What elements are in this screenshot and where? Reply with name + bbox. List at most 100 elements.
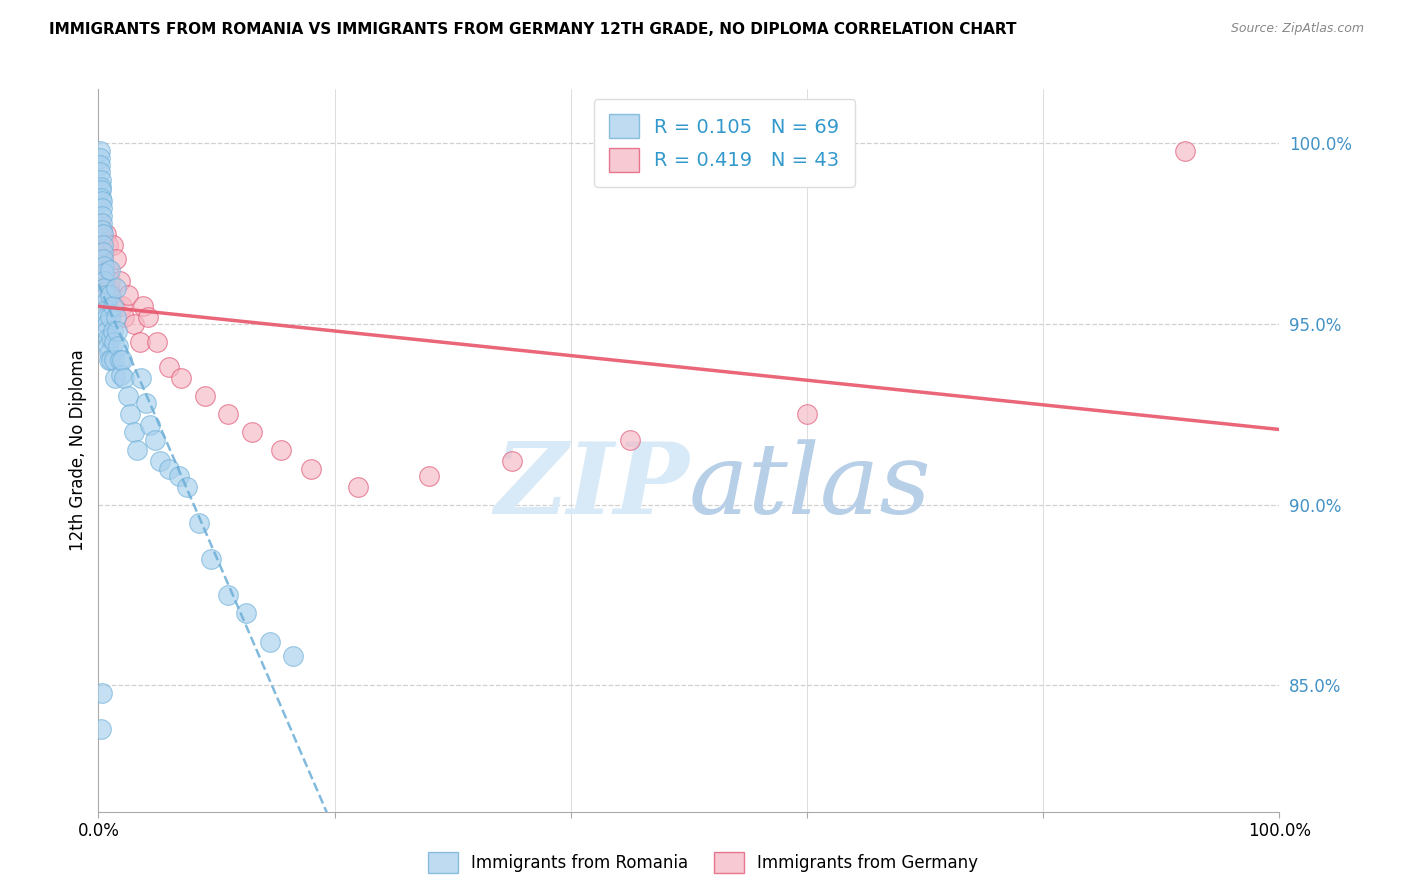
Point: [347, 479, 370, 493]
Point: [96, 324, 118, 338]
Point: [105, 281, 128, 295]
Point: [97, 339, 120, 353]
Point: [96, 310, 118, 324]
Point: [94, 302, 117, 317]
Point: [217, 407, 239, 421]
Point: [127, 443, 149, 458]
Point: [98, 274, 121, 288]
Point: [89, 151, 111, 165]
Point: [90, 252, 112, 266]
Point: [112, 310, 135, 324]
Point: [93, 288, 115, 302]
Point: [97, 237, 120, 252]
Point: [98, 346, 121, 360]
Point: [139, 418, 162, 433]
Point: [143, 433, 166, 447]
Point: [91, 227, 114, 241]
Point: [90, 172, 112, 186]
Point: [90, 244, 112, 259]
Point: [91, 252, 114, 266]
Point: [91, 227, 114, 241]
Point: [91, 237, 114, 252]
Point: [157, 360, 180, 375]
Point: [98, 353, 121, 368]
Point: [103, 334, 125, 349]
Point: [91, 237, 114, 252]
Point: [91, 194, 114, 209]
Point: [94, 295, 117, 310]
Point: [619, 433, 641, 447]
Point: [240, 425, 263, 440]
Point: [93, 274, 115, 288]
Point: [90, 237, 112, 252]
Point: [122, 317, 145, 331]
Point: [101, 324, 124, 338]
Point: [136, 310, 159, 324]
Point: [97, 262, 120, 277]
Point: [91, 252, 114, 266]
Point: [93, 267, 115, 281]
Point: [104, 299, 127, 313]
Point: [217, 588, 239, 602]
Point: [97, 331, 120, 345]
Point: [98, 262, 121, 277]
Point: [235, 606, 257, 620]
Point: [270, 443, 292, 458]
Point: [120, 407, 142, 421]
Point: [91, 244, 114, 259]
Point: [108, 274, 131, 288]
Point: [100, 353, 122, 368]
Point: [98, 310, 121, 324]
Point: [111, 299, 134, 313]
Point: [91, 202, 114, 216]
Point: [96, 281, 118, 295]
Point: [170, 371, 193, 385]
Point: [299, 461, 322, 475]
Point: [90, 183, 112, 197]
Point: [117, 389, 139, 403]
Legend: Immigrants from Romania, Immigrants from Germany: Immigrants from Romania, Immigrants from…: [422, 846, 984, 880]
Point: [90, 179, 112, 194]
Point: [100, 288, 122, 302]
Point: [89, 165, 111, 179]
Point: [94, 227, 117, 241]
Point: [128, 334, 150, 349]
Point: [111, 353, 134, 368]
Point: [89, 158, 111, 172]
Point: [96, 317, 118, 331]
Point: [108, 353, 131, 368]
Point: [149, 454, 172, 468]
Point: [259, 635, 281, 649]
Point: [105, 310, 128, 324]
Point: [90, 190, 112, 204]
Text: Source: ZipAtlas.com: Source: ZipAtlas.com: [1230, 22, 1364, 36]
Point: [110, 368, 132, 382]
Point: [105, 252, 128, 266]
Point: [93, 281, 115, 295]
Point: [129, 371, 152, 385]
Point: [98, 288, 121, 302]
Y-axis label: 12th Grade, No Diploma: 12th Grade, No Diploma: [69, 350, 87, 551]
Point: [93, 274, 115, 288]
Point: [93, 259, 115, 273]
Point: [91, 685, 114, 699]
Point: [91, 262, 114, 277]
Point: [101, 299, 124, 313]
Point: [117, 288, 139, 302]
Point: [135, 396, 157, 410]
Point: [187, 516, 209, 530]
Point: [501, 454, 523, 468]
Point: [200, 551, 222, 566]
Point: [176, 479, 198, 493]
Point: [89, 216, 111, 230]
Point: [94, 288, 117, 302]
Text: atlas: atlas: [689, 439, 932, 534]
Point: [89, 144, 111, 158]
Point: [101, 237, 124, 252]
Point: [194, 389, 217, 403]
Point: [157, 461, 180, 475]
Point: [89, 227, 111, 241]
Point: [122, 425, 145, 440]
Text: ZIP: ZIP: [494, 438, 689, 535]
Point: [98, 281, 121, 295]
